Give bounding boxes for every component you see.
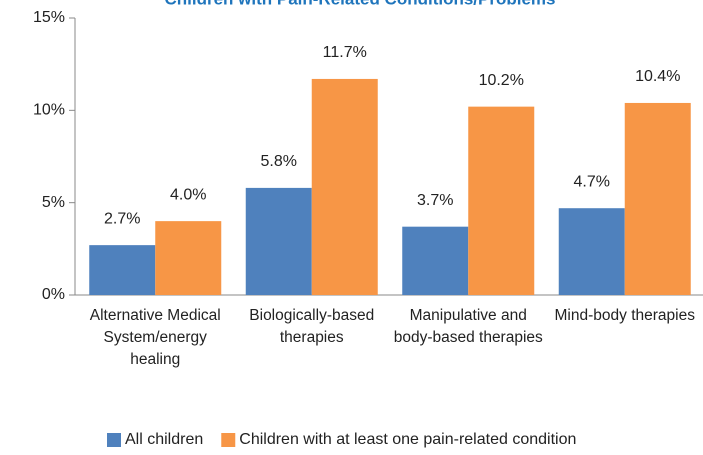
legend-label: All children bbox=[125, 431, 203, 448]
y-tick-label: 15% bbox=[33, 9, 65, 26]
value-label: 2.7% bbox=[104, 210, 140, 227]
bar bbox=[558, 208, 625, 295]
chart-title: Children with Pain-Related Conditions/Pr… bbox=[164, 0, 555, 8]
value-label: 4.0% bbox=[170, 186, 206, 203]
value-label: 5.8% bbox=[261, 153, 297, 170]
bar bbox=[402, 226, 469, 295]
bar bbox=[155, 221, 222, 295]
legend-label: Children with at least one pain-related … bbox=[239, 431, 576, 448]
value-label: 4.7% bbox=[574, 173, 610, 190]
bar bbox=[89, 245, 156, 295]
bar bbox=[311, 78, 378, 295]
value-label: 10.4% bbox=[635, 68, 680, 85]
x-tick-label: Manipulative and body-based therapies bbox=[393, 307, 543, 346]
x-tick-label: Mind-body therapies bbox=[554, 307, 695, 324]
x-tick-label-box: Alternative Medical System/energy healin… bbox=[89, 307, 221, 368]
y-tick-label: 5% bbox=[42, 194, 65, 211]
y-tick-label: 10% bbox=[33, 102, 65, 119]
legend-swatch bbox=[107, 433, 121, 447]
value-label: 3.7% bbox=[417, 192, 453, 209]
bar bbox=[468, 106, 535, 295]
x-tick-label: Biologically-based therapies bbox=[249, 307, 375, 346]
value-label: 11.7% bbox=[323, 44, 367, 61]
value-label: 10.2% bbox=[479, 72, 524, 89]
legend-swatch bbox=[221, 433, 236, 447]
bar bbox=[245, 187, 312, 295]
x-tick-label-box: Mind-body therapies bbox=[554, 307, 695, 324]
x-tick-label: Alternative Medical System/energy healin… bbox=[89, 307, 221, 368]
y-tick-label: 0% bbox=[42, 286, 65, 303]
x-tick-label-box: Biologically-based therapies bbox=[249, 307, 375, 346]
x-tick-label-box: Manipulative and body-based therapies bbox=[393, 307, 543, 346]
bar bbox=[624, 102, 691, 296]
